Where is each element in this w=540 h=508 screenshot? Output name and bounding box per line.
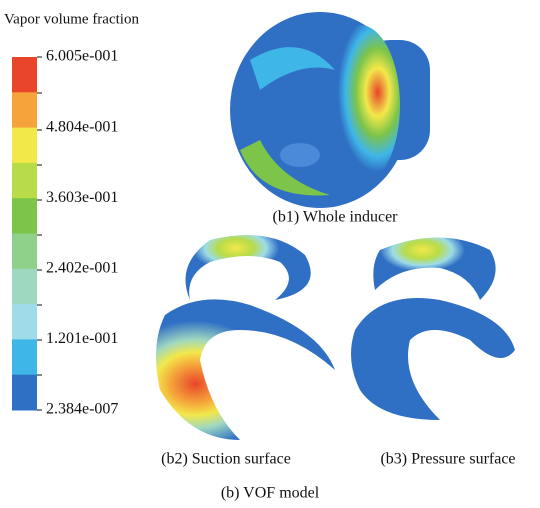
- legend-title: Vapor volume fraction: [4, 11, 139, 27]
- whole-inducer-render: [230, 12, 430, 208]
- colorbar-label: 4.804e-001: [46, 118, 118, 135]
- figure-caption: (b3) Pressure surface: [380, 451, 515, 468]
- figure-caption: (b2) Suction surface: [161, 451, 291, 468]
- colorbar-ticks: [37, 57, 42, 410]
- pressure-surface-render: [351, 238, 515, 421]
- colorbar-band: [12, 269, 37, 305]
- colorbar-band: [12, 339, 37, 375]
- suction-surface-render: [156, 235, 335, 440]
- colorbar-label: 2.384e-007: [46, 401, 118, 418]
- colorbar-band: [12, 198, 37, 234]
- colorbar-label: 3.603e-001: [46, 189, 118, 206]
- colorbar-label: 6.005e-001: [46, 48, 118, 65]
- colorbar-band: [12, 163, 37, 199]
- colorbar-band: [12, 92, 37, 128]
- colorbar-label: 2.402e-001: [46, 259, 118, 276]
- main-caption: (b) VOF model: [221, 485, 320, 502]
- colorbar-band: [12, 234, 37, 270]
- colorbar-band: [12, 57, 37, 93]
- colorbar-band: [12, 128, 37, 164]
- colorbar-label: 1.201e-001: [46, 330, 118, 347]
- figure: Vapor volume fraction 6.005e-001 4.804e-0…: [0, 0, 540, 508]
- colorbar: [12, 57, 37, 411]
- figure-caption: (b1) Whole inducer: [273, 209, 399, 226]
- colorbar-band: [12, 375, 37, 411]
- colorbar-band: [12, 304, 37, 340]
